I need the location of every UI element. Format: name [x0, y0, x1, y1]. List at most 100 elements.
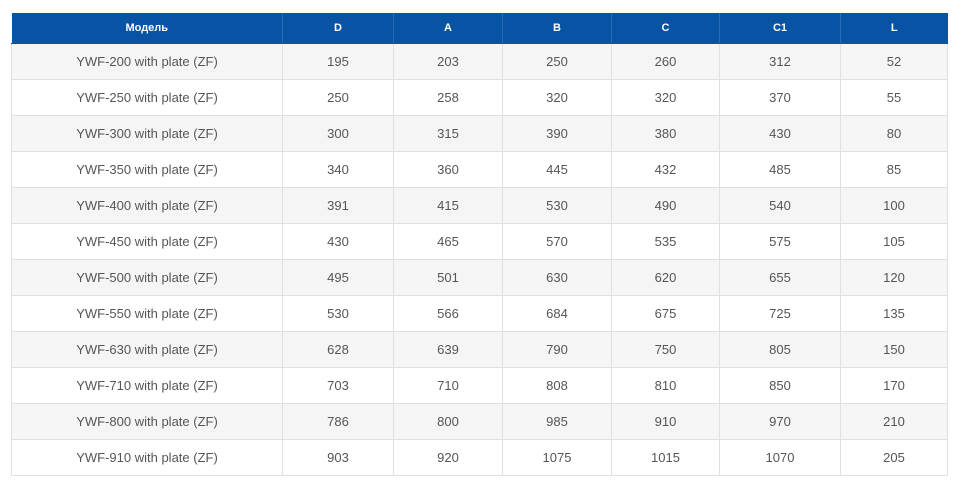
cell-d: 430 — [282, 223, 394, 260]
header-c1: C1 — [719, 13, 841, 44]
table-row: YWF-910 with plate (ZF) 903 920 1075 1015 107… — [11, 439, 948, 476]
cell-a: 501 — [393, 259, 503, 296]
cell-b: 570 — [502, 223, 612, 260]
header-a: A — [393, 13, 503, 44]
cell-l: 205 — [840, 439, 948, 476]
cell-c: 320 — [611, 79, 720, 116]
cell-model: YWF-550 with plate (ZF) — [11, 295, 283, 332]
cell-c1: 430 — [719, 115, 841, 152]
cell-a: 800 — [393, 403, 503, 440]
cell-c1: 655 — [719, 259, 841, 296]
cell-d: 195 — [282, 43, 394, 80]
cell-c1: 850 — [719, 367, 841, 404]
table-row: YWF-400 with plate (ZF) 391 415 530 490 540 10… — [11, 187, 948, 224]
header-d: D — [282, 13, 394, 44]
cell-c: 432 — [611, 151, 720, 188]
header-l: L — [840, 13, 948, 44]
cell-model: YWF-910 with plate (ZF) — [11, 439, 283, 476]
cell-c: 490 — [611, 187, 720, 224]
cell-b: 790 — [502, 331, 612, 368]
table-row: YWF-300 with plate (ZF) 300 315 390 380 430 80 — [11, 115, 948, 152]
cell-c: 260 — [611, 43, 720, 80]
cell-c1: 312 — [719, 43, 841, 80]
table-row: YWF-500 with plate (ZF) 495 501 630 620 655 12… — [11, 259, 948, 296]
cell-a: 566 — [393, 295, 503, 332]
cell-b: 1075 — [502, 439, 612, 476]
header-b: B — [502, 13, 612, 44]
dimensions-table-container: Модель D A B C C1 L YWF-200 with plate (… — [11, 13, 948, 476]
cell-l: 52 — [840, 43, 948, 80]
cell-d: 703 — [282, 367, 394, 404]
cell-b: 530 — [502, 187, 612, 224]
cell-l: 100 — [840, 187, 948, 224]
cell-c: 675 — [611, 295, 720, 332]
cell-b: 445 — [502, 151, 612, 188]
cell-a: 415 — [393, 187, 503, 224]
cell-c: 810 — [611, 367, 720, 404]
cell-d: 495 — [282, 259, 394, 296]
cell-b: 985 — [502, 403, 612, 440]
cell-d: 300 — [282, 115, 394, 152]
cell-model: YWF-350 with plate (ZF) — [11, 151, 283, 188]
cell-b: 808 — [502, 367, 612, 404]
cell-l: 105 — [840, 223, 948, 260]
cell-c1: 370 — [719, 79, 841, 116]
cell-a: 639 — [393, 331, 503, 368]
cell-model: YWF-250 with plate (ZF) — [11, 79, 283, 116]
cell-d: 628 — [282, 331, 394, 368]
cell-d: 786 — [282, 403, 394, 440]
cell-b: 630 — [502, 259, 612, 296]
table-row: YWF-450 with plate (ZF) 430 465 570 535 575 10… — [11, 223, 948, 260]
cell-d: 530 — [282, 295, 394, 332]
dimensions-table: Модель D A B C C1 L YWF-200 with plate (… — [11, 13, 948, 476]
cell-l: 150 — [840, 331, 948, 368]
cell-l: 85 — [840, 151, 948, 188]
table-row: YWF-630 with plate (ZF) 628 639 790 750 805 15… — [11, 331, 948, 368]
cell-d: 340 — [282, 151, 394, 188]
cell-c: 535 — [611, 223, 720, 260]
table-header: Модель D A B C C1 L — [11, 13, 948, 44]
cell-a: 203 — [393, 43, 503, 80]
cell-model: YWF-200 with plate (ZF) — [11, 43, 283, 80]
cell-a: 360 — [393, 151, 503, 188]
table-row: YWF-550 with plate (ZF) 530 566 684 675 725 13… — [11, 295, 948, 332]
cell-c1: 485 — [719, 151, 841, 188]
cell-c: 1015 — [611, 439, 720, 476]
cell-a: 920 — [393, 439, 503, 476]
cell-l: 80 — [840, 115, 948, 152]
cell-model: YWF-710 with plate (ZF) — [11, 367, 283, 404]
cell-l: 120 — [840, 259, 948, 296]
header-row: Модель D A B C C1 L — [11, 13, 948, 44]
cell-b: 390 — [502, 115, 612, 152]
cell-model: YWF-630 with plate (ZF) — [11, 331, 283, 368]
cell-b: 684 — [502, 295, 612, 332]
cell-c: 380 — [611, 115, 720, 152]
table-row: YWF-350 with plate (ZF) 340 360 445 432 485 85 — [11, 151, 948, 188]
cell-c1: 970 — [719, 403, 841, 440]
cell-l: 135 — [840, 295, 948, 332]
table-row: YWF-800 with plate (ZF) 786 800 985 910 970 21… — [11, 403, 948, 440]
cell-l: 170 — [840, 367, 948, 404]
cell-l: 55 — [840, 79, 948, 116]
cell-l: 210 — [840, 403, 948, 440]
cell-a: 258 — [393, 79, 503, 116]
cell-c1: 1070 — [719, 439, 841, 476]
cell-b: 250 — [502, 43, 612, 80]
cell-a: 710 — [393, 367, 503, 404]
cell-c1: 540 — [719, 187, 841, 224]
table-row: YWF-200 with plate (ZF) 195 203 250 260 312 52 — [11, 43, 948, 80]
cell-c1: 725 — [719, 295, 841, 332]
cell-model: YWF-400 with plate (ZF) — [11, 187, 283, 224]
table-row: YWF-710 with plate (ZF) 703 710 808 810 850 17… — [11, 367, 948, 404]
cell-d: 391 — [282, 187, 394, 224]
cell-model: YWF-800 with plate (ZF) — [11, 403, 283, 440]
table-row: YWF-250 with plate (ZF) 250 258 320 320 370 55 — [11, 79, 948, 116]
table-body: YWF-200 with plate (ZF) 195 203 250 260 312 52… — [11, 43, 948, 476]
cell-c: 750 — [611, 331, 720, 368]
cell-d: 250 — [282, 79, 394, 116]
cell-a: 315 — [393, 115, 503, 152]
header-c: C — [611, 13, 720, 44]
header-model: Модель — [11, 13, 283, 44]
cell-c: 910 — [611, 403, 720, 440]
cell-b: 320 — [502, 79, 612, 116]
